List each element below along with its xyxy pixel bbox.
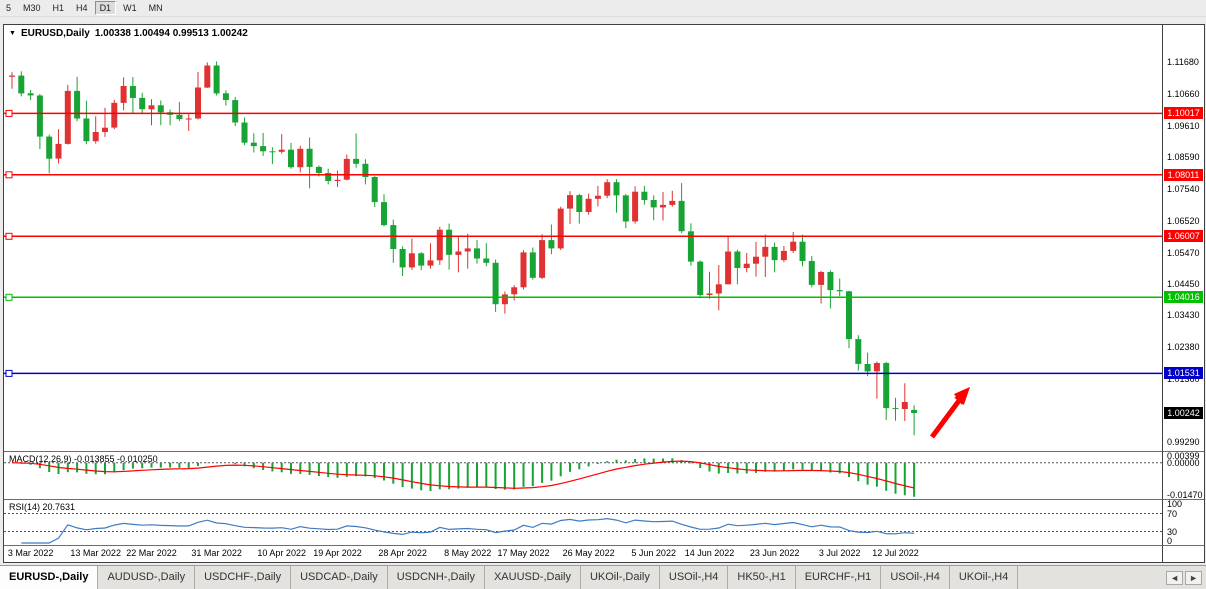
- price-axis-label: 1.06520: [1167, 215, 1200, 226]
- chart-window: ▼ EURUSD,Daily 1.00338 1.00494 0.99513 1…: [3, 24, 1205, 563]
- chart-tab-0[interactable]: EURUSD-,Daily: [0, 566, 99, 589]
- chart-tab-7[interactable]: USOil-,H4: [659, 566, 729, 589]
- price-axis-label: 1.03430: [1167, 310, 1200, 321]
- rsi-axis-label: 70: [1167, 508, 1178, 519]
- price-axis-label: 1.05470: [1167, 247, 1200, 258]
- period-button-D1[interactable]: D1: [94, 1, 117, 15]
- price-axis-label: 1.09610: [1167, 120, 1200, 131]
- price-axis-label: 1.11680: [1167, 57, 1199, 68]
- date-label: 26 May 2022: [562, 548, 615, 558]
- chart-title: ▼ EURUSD,Daily 1.00338 1.00494 0.99513 1…: [9, 28, 248, 39]
- macd-axis-label: 0.00399: [1167, 451, 1200, 461]
- hline-1.04016[interactable]: [4, 293, 1162, 301]
- hline-1.06007[interactable]: [4, 232, 1162, 240]
- chart-dropdown-icon[interactable]: ▼: [9, 30, 16, 37]
- date-label: 10 Apr 2022: [257, 548, 306, 558]
- chart-tab-9[interactable]: EURCHF-,H1: [795, 566, 882, 589]
- chart-tab-11[interactable]: UKOil-,H4: [949, 566, 1019, 589]
- candlestick-chart[interactable]: [4, 25, 1162, 451]
- macd-histogram: [20, 458, 916, 497]
- rsi-axis-label: 0: [1167, 536, 1173, 545]
- date-label: 22 Mar 2022: [126, 548, 177, 558]
- price-axis-label: 1.02380: [1167, 342, 1200, 353]
- macd-scale: 0.00399 0.00000 -0.01470: [1162, 451, 1204, 499]
- up-arrow-annotation[interactable]: [929, 387, 970, 439]
- chart-tab-6[interactable]: UKOil-,Daily: [580, 566, 660, 589]
- date-label: 14 Jun 2022: [684, 548, 735, 558]
- date-label: 28 Apr 2022: [378, 548, 427, 558]
- hline-1.10017[interactable]: [4, 109, 1162, 117]
- chart-tab-5[interactable]: XAUUSD-,Daily: [484, 566, 581, 589]
- date-label: 3 Jul 2022: [818, 548, 861, 558]
- chart-tab-10[interactable]: USOil-,H4: [881, 566, 950, 589]
- chart-tab-2[interactable]: USDCHF-,Daily: [195, 566, 292, 589]
- candles-layer[interactable]: [9, 61, 918, 436]
- price-axis-label: 1.08590: [1167, 152, 1200, 163]
- chart-tab-8[interactable]: HK50-,H1: [728, 566, 796, 589]
- price-scale[interactable]: 1.11680 1.10660 1.09610 1.08590 1.07540 1.065…: [1162, 25, 1204, 451]
- rsi-chart[interactable]: [4, 500, 1162, 545]
- hline-1.08011[interactable]: [4, 171, 1162, 179]
- chart-tab-bar: EURUSD-,Daily AUDUSD-,Daily USDCHF-,Daily U…: [0, 565, 1206, 589]
- date-label: 19 Apr 2022: [313, 548, 362, 558]
- chart-symbol-title: EURUSD,Daily: [20, 28, 90, 39]
- tab-scroll-right-icon[interactable]: ►: [1185, 570, 1202, 585]
- chart-tab-3[interactable]: USDCAD-,Daily: [291, 566, 388, 589]
- rsi-panel[interactable]: RSI(14) 20.7631: [4, 499, 1162, 545]
- chart-ohlc-values: 1.00338 1.00494 0.99513 1.00242: [94, 28, 248, 39]
- date-label: 12 Jul 2022: [872, 548, 919, 558]
- hline-1.01531[interactable]: [4, 369, 1162, 377]
- period-button-M30[interactable]: M30: [18, 1, 46, 15]
- chart-tab-1[interactable]: AUDUSD-,Daily: [98, 566, 196, 589]
- date-axis-corner: [1162, 545, 1204, 562]
- macd-panel[interactable]: MACD(12,26,9) -0.013855 -0.010250: [4, 451, 1162, 499]
- price-tag-1.10017: 1.10017: [1164, 107, 1203, 120]
- date-label: 17 May 2022: [497, 548, 550, 558]
- price-axis-label: 1.10660: [1167, 88, 1200, 99]
- chart-tab-4[interactable]: USDCNH-,Daily: [387, 566, 485, 589]
- rsi-axis-label: 100: [1167, 499, 1183, 509]
- price-tag-1.06007: 1.06007: [1164, 230, 1203, 243]
- rsi-label: RSI(14) 20.7631: [9, 502, 76, 512]
- macd-axis-label: 0.00000: [1167, 457, 1200, 468]
- period-button-W1[interactable]: W1: [118, 1, 142, 15]
- period-button-H4[interactable]: H4: [71, 1, 93, 15]
- date-label: 8 May 2022: [444, 548, 492, 558]
- tab-scroll-buttons: ◄ ►: [1162, 566, 1206, 589]
- tab-scroll-left-icon[interactable]: ◄: [1166, 570, 1184, 585]
- date-label: 23 Jun 2022: [749, 548, 800, 558]
- chart-tabs: EURUSD-,Daily AUDUSD-,Daily USDCHF-,Daily U…: [0, 566, 1162, 589]
- timeframe-toolbar: 5 M30 H1 H4 D1 W1 MN: [0, 0, 1206, 17]
- rsi-line: [21, 517, 915, 544]
- main-chart-area[interactable]: ▼ EURUSD,Daily 1.00338 1.00494 0.99513 1…: [4, 25, 1162, 451]
- date-label: 31 Mar 2022: [191, 548, 242, 558]
- date-label: 13 Mar 2022: [70, 548, 121, 558]
- macd-signal-line: [11, 460, 915, 489]
- current-price-tag: 1.00242: [1164, 406, 1203, 419]
- date-label: 3 Mar 2022: [7, 548, 54, 558]
- period-button-H1[interactable]: H1: [47, 1, 70, 15]
- price-tag-1.04016: 1.04016: [1164, 291, 1203, 304]
- price-axis-label: 1.07540: [1167, 184, 1200, 195]
- price-tag-1.08011: 1.08011: [1164, 168, 1203, 181]
- period-button-5[interactable]: 5: [1, 1, 17, 15]
- rsi-axis-label: 30: [1167, 526, 1178, 537]
- macd-label: MACD(12,26,9) -0.013855 -0.010250: [9, 454, 158, 464]
- date-label: 5 Jun 2022: [631, 548, 676, 558]
- price-axis-label: 0.99290: [1167, 437, 1200, 448]
- price-axis-label: 1.04450: [1167, 279, 1200, 289]
- rsi-scale: 100 70 30 0: [1162, 499, 1204, 545]
- period-button-MN[interactable]: MN: [143, 1, 168, 15]
- macd-axis-label: -0.01470: [1167, 490, 1203, 499]
- price-tag-1.01531: 1.01531: [1164, 367, 1203, 380]
- macd-chart[interactable]: [4, 452, 1162, 499]
- date-axis[interactable]: 3 Mar 2022 13 Mar 2022 22 Mar 2022 31 Mar 2…: [4, 545, 1162, 562]
